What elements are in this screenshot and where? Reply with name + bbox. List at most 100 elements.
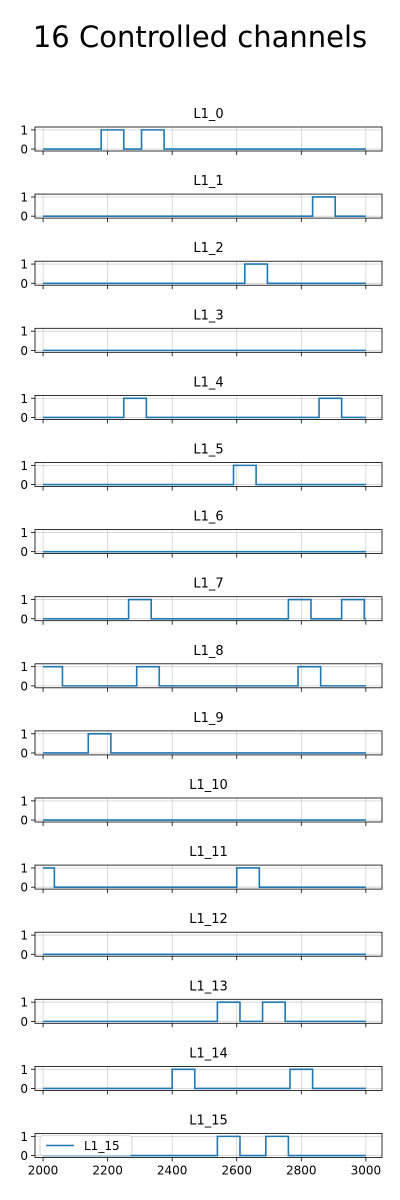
y-tick-label: 0 xyxy=(20,679,28,693)
subplot-L1_8: L1_8 0 1 xyxy=(20,644,383,693)
subplot-title: L1_14 xyxy=(189,1046,228,1061)
subplot-L1_6: L1_6 0 1 xyxy=(20,510,383,559)
subplot-L1_7: L1_7 0 1 xyxy=(20,577,383,626)
y-tick-label: 1 xyxy=(20,526,28,540)
series-line-L1_7 xyxy=(43,598,366,620)
subplot-L1_2: L1_2 0 1 xyxy=(20,241,383,291)
subplot-title: L1_9 xyxy=(193,711,223,726)
y-tick-label: 1 xyxy=(20,392,28,406)
axes-frame xyxy=(34,126,383,152)
subplot-title: L1_8 xyxy=(193,644,223,659)
subplot-title: L1_12 xyxy=(189,912,228,927)
figure-title: 16 Controlled channels xyxy=(33,20,367,54)
subplot-title: L1_4 xyxy=(193,375,223,390)
subplot-title: L1_11 xyxy=(189,845,228,860)
series-line-L1_13 xyxy=(43,1001,366,1023)
x-tick-label: 3000 xyxy=(351,1164,382,1178)
y-tick-label: 1 xyxy=(20,929,28,943)
axes-frame xyxy=(34,596,383,622)
series-line-L1_5 xyxy=(43,464,366,486)
subplot-grid: L1_001L1_101L1_201L1_301L1_401L1_501L1_6… xyxy=(20,107,383,1178)
x-tick-label: 2400 xyxy=(157,1164,188,1178)
series-line-L1_0 xyxy=(43,129,366,150)
subplot-L1_14: L1_14 0 1 xyxy=(20,1046,383,1096)
y-tick-label: 1 xyxy=(20,593,28,607)
subplot-title: L1_2 xyxy=(193,241,223,256)
series-line-L1_9 xyxy=(43,732,366,754)
legend-label: L1_15 xyxy=(84,1139,120,1153)
subplot-title: L1_3 xyxy=(193,308,223,323)
y-tick-label: 0 xyxy=(20,210,28,224)
series-line-L1_11 xyxy=(43,867,366,888)
legend-box xyxy=(39,1135,133,1156)
axes-frame xyxy=(34,864,383,890)
y-tick-label: 0 xyxy=(20,881,28,895)
y-tick-label: 0 xyxy=(20,1015,28,1029)
series-line-L1_8 xyxy=(43,665,366,687)
axes-frame xyxy=(34,193,383,219)
y-tick-label: 0 xyxy=(20,746,28,760)
subplot-L1_1: L1_1 0 1 xyxy=(20,174,383,224)
subplot-L1_13: L1_13 0 1 xyxy=(20,979,383,1029)
series-line-L1_2 xyxy=(43,263,366,285)
y-tick-label: 0 xyxy=(20,1082,28,1096)
subplot-L1_0: L1_0 0 1 xyxy=(20,107,383,157)
subplot-title: L1_10 xyxy=(189,778,228,793)
subplot-L1_12: L1_12 0 1 xyxy=(20,912,383,962)
subplot-title: L1_5 xyxy=(193,443,223,458)
subplot-title: L1_6 xyxy=(193,510,223,525)
y-tick-label: 1 xyxy=(20,123,28,137)
y-tick-label: 0 xyxy=(20,814,28,828)
y-tick-label: 0 xyxy=(20,478,28,492)
x-tick-label: 2200 xyxy=(92,1164,123,1178)
axes-frame xyxy=(34,1133,383,1158)
y-tick-label: 1 xyxy=(20,861,28,875)
series-line-L1_15 xyxy=(43,1135,366,1157)
subplot-L1_3: L1_3 0 1 xyxy=(20,308,383,358)
y-tick-label: 1 xyxy=(20,325,28,339)
y-tick-label: 0 xyxy=(20,612,28,626)
subplot-L1_5: L1_5 0 1 xyxy=(20,443,383,492)
axes-frame xyxy=(34,998,383,1024)
subplot-title: L1_0 xyxy=(193,107,223,122)
series-line-L1_1 xyxy=(43,196,366,217)
x-tick-label: 2800 xyxy=(286,1164,317,1178)
y-tick-label: 0 xyxy=(20,344,28,358)
axes-frame xyxy=(34,730,383,756)
y-tick-label: 1 xyxy=(20,996,28,1010)
subplot-L1_15: L1_15 0 1 2000 2200 2400 2600 2800 3000 L1_15 xyxy=(20,1114,383,1178)
subplot-title: L1_13 xyxy=(189,979,228,994)
subplot-L1_11: L1_11 0 1 xyxy=(20,845,383,895)
series-line-L1_4 xyxy=(43,397,366,419)
y-tick-label: 1 xyxy=(20,727,28,741)
y-tick-label: 0 xyxy=(20,1149,28,1163)
subplot-title: L1_1 xyxy=(193,174,223,189)
axes-frame xyxy=(34,260,383,286)
y-tick-label: 1 xyxy=(20,1130,28,1144)
subplot-title: L1_7 xyxy=(193,577,223,592)
subplot-L1_10: L1_10 0 1 xyxy=(20,778,383,828)
y-tick-label: 0 xyxy=(20,277,28,291)
legend: L1_15 xyxy=(39,1135,133,1156)
axes-frame xyxy=(34,327,383,353)
subplot-L1_4: L1_4 0 1 xyxy=(20,375,383,425)
y-tick-label: 0 xyxy=(20,948,28,962)
y-tick-label: 1 xyxy=(20,258,28,272)
subplot-L1_9: L1_9 0 1 xyxy=(20,711,383,760)
axes-frame xyxy=(34,663,383,689)
y-tick-label: 1 xyxy=(20,794,28,808)
axes-frame xyxy=(34,462,383,487)
series-line-L1_14 xyxy=(43,1068,366,1090)
axes-frame xyxy=(34,797,383,823)
y-tick-label: 0 xyxy=(20,411,28,425)
y-tick-label: 1 xyxy=(20,1063,28,1077)
y-tick-label: 1 xyxy=(20,190,28,204)
y-tick-label: 0 xyxy=(20,545,28,559)
axes-frame xyxy=(34,1066,383,1091)
x-tick-label: 2600 xyxy=(221,1164,252,1178)
axes-frame xyxy=(34,394,383,420)
y-tick-label: 0 xyxy=(20,143,28,157)
axes-frame xyxy=(34,931,383,957)
y-tick-label: 1 xyxy=(20,459,28,473)
